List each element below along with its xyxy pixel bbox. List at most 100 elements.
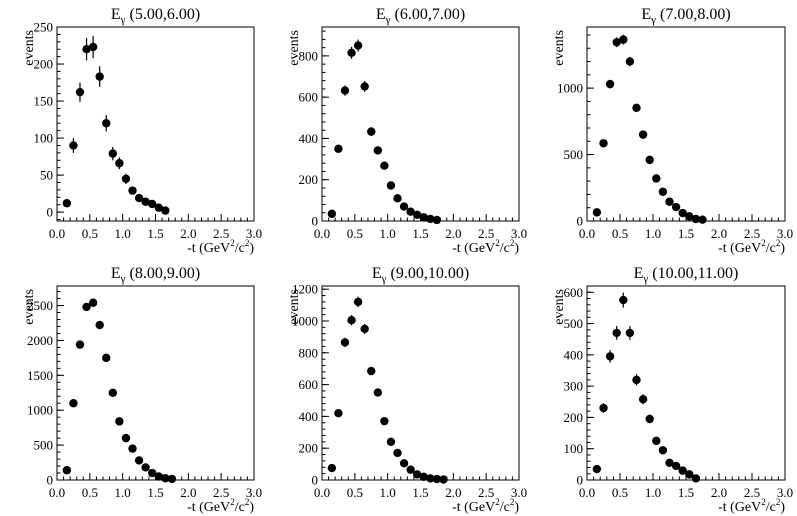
panel-title: Eγ (6.00,7.00): [376, 6, 465, 26]
data-point: [102, 119, 111, 128]
data-point: [419, 472, 428, 482]
data-point: [592, 208, 602, 217]
y-axis-label: events: [287, 30, 302, 66]
x-tick-label: 3.0: [777, 485, 793, 500]
y-tick-label: 250: [34, 20, 54, 35]
x-tick-label: 1.0: [115, 226, 131, 241]
data-point: [419, 213, 428, 222]
y-tick-label: 200: [299, 441, 319, 456]
data-point: [128, 186, 137, 195]
data-point: [625, 328, 635, 338]
data-point: [69, 399, 78, 408]
plot-frame: [586, 285, 786, 481]
x-tick-label: 1.0: [645, 226, 661, 241]
data-point: [353, 41, 363, 50]
x-tick-label: 0.0: [49, 485, 65, 500]
data-point: [360, 82, 369, 91]
data-point: [645, 414, 654, 424]
y-tick-label: 2000: [27, 333, 53, 348]
data-point: [69, 141, 78, 150]
plot-frame: [586, 26, 786, 222]
x-tick-label: 3.0: [246, 485, 262, 500]
x-axis-label: -t (GeV2/c2): [718, 238, 785, 256]
x-axis-label: -t (GeV2/c2): [187, 497, 254, 515]
data-point: [62, 466, 72, 475]
data-point: [658, 187, 668, 196]
x-tick-label: 1.0: [645, 485, 661, 500]
x-tick-label: 0.5: [612, 226, 628, 241]
panel-title: Eγ (10.00,11.00): [634, 265, 739, 285]
y-tick-label: 1200: [292, 282, 318, 297]
x-tick-label: 0.0: [314, 485, 330, 500]
data-point: [685, 212, 694, 221]
data-point: [334, 409, 343, 418]
x-tick-label: 0.5: [612, 485, 628, 500]
data-point: [386, 437, 396, 447]
data-point: [413, 470, 422, 479]
x-tick-label: 1.0: [380, 485, 396, 500]
panel-6: 0.0 0.5 1.0 1.5 2.0 2.5 3.0 0 100 200 300 400 500 600…: [552, 265, 793, 515]
data-point: [148, 468, 157, 478]
x-tick-label: 2.5: [744, 485, 760, 500]
data-point: [619, 35, 628, 44]
y-tick-label: 800: [299, 48, 319, 63]
y-tick-label: 0: [47, 205, 54, 220]
data-point: [141, 197, 150, 206]
data-point: [625, 57, 635, 66]
data-point: [380, 416, 389, 426]
x-tick-label: 0.0: [579, 226, 595, 241]
data-point: [115, 417, 124, 426]
panel-1: 0.0 0.5 1.0 1.5 2.0 2.5 3.0 0 50 100 150 200 250 Eγ (…: [22, 6, 262, 256]
data-point: [612, 38, 621, 47]
data-point: [353, 297, 363, 307]
y-tick-label: 1000: [292, 313, 318, 328]
x-tick-label: 0.5: [347, 485, 363, 500]
data-point: [652, 436, 661, 446]
data-point: [327, 463, 337, 473]
x-tick-label: 2.0: [180, 226, 196, 241]
y-tick-label: 400: [564, 347, 584, 362]
x-tick-label: 3.0: [511, 226, 527, 241]
data-point: [340, 338, 350, 347]
data-point: [432, 215, 442, 225]
data-point: [367, 366, 376, 376]
y-axis-label: events: [287, 289, 302, 325]
x-tick-label: 0.5: [82, 226, 98, 241]
y-tick-label: 0: [577, 214, 584, 229]
data-point: [154, 203, 163, 212]
x-tick-label: 0.0: [314, 226, 330, 241]
data-point: [665, 458, 674, 467]
data-point: [148, 199, 157, 209]
y-axis-label: events: [552, 30, 567, 66]
x-tick-label: 1.5: [147, 226, 163, 241]
x-tick-label: 1.5: [412, 485, 428, 500]
data-point: [638, 395, 648, 404]
data-point: [691, 474, 701, 483]
data-point: [108, 149, 118, 158]
data-point: [399, 459, 409, 468]
panel-title: Eγ (9.00,10.00): [372, 265, 469, 285]
y-axis-label: events: [552, 289, 567, 325]
data-point: [599, 139, 608, 148]
y-tick-label: 400: [299, 409, 319, 424]
data-point: [678, 466, 687, 475]
data-point: [327, 209, 337, 218]
y-tick-label: 0: [312, 473, 319, 488]
data-point: [82, 45, 91, 54]
x-tick-label: 0.0: [49, 226, 65, 241]
data-point: [671, 202, 681, 212]
data-point: [75, 340, 85, 349]
panel-title: Eγ (7.00,8.00): [641, 6, 730, 26]
plot-frame: [56, 285, 255, 481]
y-axis-label: events: [22, 30, 37, 66]
data-point: [592, 464, 602, 474]
data-point: [439, 475, 448, 484]
x-axis-label: -t (GeV2/c2): [452, 497, 519, 515]
data-point: [665, 197, 674, 206]
data-point: [632, 103, 641, 112]
x-tick-label: 2.0: [445, 485, 461, 500]
data-point: [426, 214, 435, 224]
y-tick-label: 200: [299, 172, 319, 187]
data-point: [167, 474, 177, 484]
y-tick-label: 50: [40, 168, 53, 183]
